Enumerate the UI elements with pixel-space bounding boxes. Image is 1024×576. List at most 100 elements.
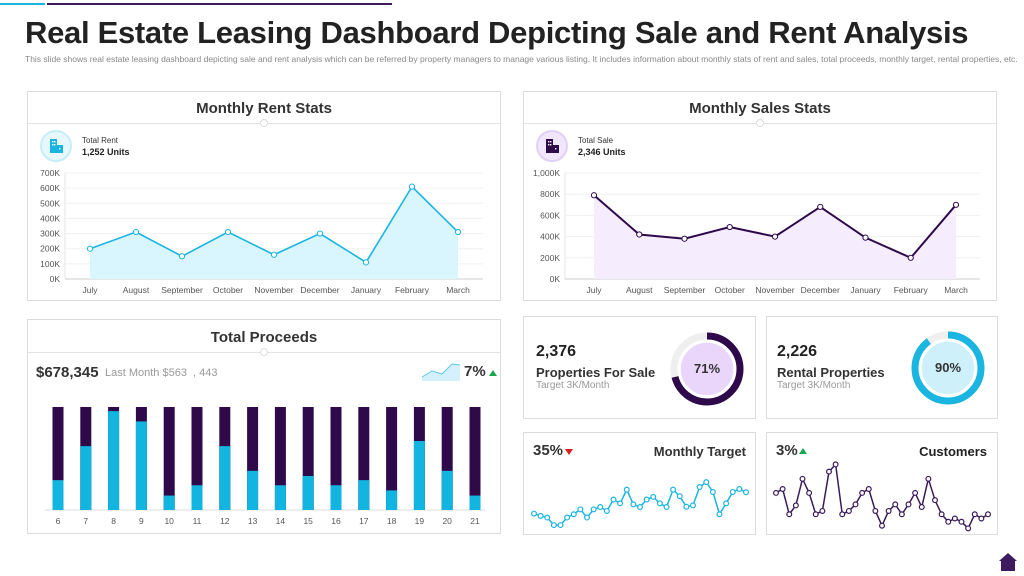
data-point bbox=[590, 192, 598, 199]
x-tick-label: September bbox=[161, 285, 203, 295]
data-point bbox=[918, 504, 925, 511]
x-tick-label: March bbox=[944, 285, 968, 295]
bar-segment-dark bbox=[274, 407, 286, 510]
bar-segment-cyan bbox=[302, 476, 314, 510]
rental-donut bbox=[911, 331, 985, 405]
x-tick-label: January bbox=[850, 285, 881, 295]
data-point bbox=[544, 514, 551, 521]
data-point bbox=[792, 502, 799, 509]
x-tick-label: 13 bbox=[248, 516, 258, 526]
data-point bbox=[865, 485, 872, 492]
data-point bbox=[663, 504, 670, 511]
rent-title: Monthly Rent Stats bbox=[196, 100, 332, 117]
x-tick-label: November bbox=[755, 285, 794, 295]
home-icon[interactable] bbox=[998, 552, 1018, 572]
data-point bbox=[683, 503, 690, 510]
for-sale-percent: 71% bbox=[693, 361, 721, 376]
x-tick-label: August bbox=[626, 285, 653, 295]
x-tick-label: 11 bbox=[193, 516, 202, 526]
total-sale-value: 2,346 Units bbox=[578, 147, 626, 157]
data-point bbox=[743, 489, 750, 496]
data-point bbox=[681, 235, 688, 242]
data-point bbox=[597, 504, 604, 511]
proceeds-amount: $678,345 bbox=[36, 364, 99, 381]
rental-properties-card: 2,226 Rental Properties Target 3K/Month … bbox=[766, 316, 998, 419]
data-point bbox=[362, 259, 370, 266]
data-point bbox=[316, 230, 324, 237]
data-point bbox=[771, 233, 779, 240]
x-tick-label: 14 bbox=[276, 516, 286, 526]
data-point bbox=[978, 515, 985, 522]
data-point bbox=[577, 506, 584, 513]
data-point bbox=[832, 461, 839, 468]
data-point bbox=[799, 475, 806, 482]
data-point bbox=[985, 511, 992, 518]
data-point bbox=[825, 468, 832, 475]
data-point bbox=[806, 489, 813, 496]
data-point bbox=[817, 203, 824, 211]
data-point bbox=[872, 507, 879, 514]
data-point bbox=[951, 515, 958, 522]
trend-up-icon bbox=[799, 448, 807, 454]
y-tick-label: 600K bbox=[40, 183, 60, 193]
building-icon bbox=[536, 130, 568, 162]
x-tick-label: 9 bbox=[139, 516, 144, 526]
x-tick-label: October bbox=[213, 285, 243, 295]
data-point bbox=[905, 501, 912, 508]
x-tick-label: 10 bbox=[164, 516, 174, 526]
y-tick-label: 200K bbox=[540, 253, 560, 263]
x-tick-label: 7 bbox=[83, 516, 88, 526]
data-point bbox=[224, 228, 232, 236]
data-point bbox=[938, 511, 945, 518]
total-rent-label: Total Rent bbox=[82, 136, 119, 145]
data-point bbox=[670, 486, 677, 493]
donut-progress bbox=[670, 332, 744, 406]
data-point bbox=[878, 522, 885, 529]
donut-progress bbox=[911, 331, 985, 405]
data-point bbox=[530, 510, 538, 517]
bar-segment-cyan bbox=[386, 490, 398, 510]
bar-segment-cyan bbox=[52, 480, 64, 510]
page-title: Real Estate Leasing Dashboard Depicting … bbox=[25, 15, 969, 50]
data-point bbox=[925, 475, 932, 482]
customers-label: Customers bbox=[919, 444, 987, 459]
y-tick-label: 100K bbox=[40, 259, 60, 269]
accent-bar-cyan bbox=[0, 3, 45, 5]
y-tick-label: 600K bbox=[540, 210, 560, 220]
x-tick-label: February bbox=[894, 285, 929, 295]
y-tick-label: 200K bbox=[40, 244, 60, 254]
bar-segment-cyan bbox=[219, 446, 231, 510]
data-point bbox=[716, 511, 723, 518]
rental-percent: 90% bbox=[934, 360, 962, 375]
bar-segment-cyan bbox=[413, 440, 425, 510]
data-point bbox=[859, 489, 866, 496]
data-point bbox=[132, 228, 140, 236]
bar-segment-cyan bbox=[80, 446, 92, 510]
data-point bbox=[952, 201, 960, 208]
data-point bbox=[965, 525, 972, 532]
x-tick-label: 20 bbox=[442, 516, 452, 526]
data-point bbox=[270, 251, 278, 258]
data-point bbox=[636, 231, 643, 238]
y-tick-label: 500K bbox=[40, 198, 60, 208]
proceeds-bar-chart: 6 7 8 9 10 11 12 13 14 15 16 17 18 19 20 21 bbox=[45, 407, 485, 526]
data-point bbox=[610, 496, 617, 503]
y-tick-label: 0K bbox=[550, 274, 561, 284]
data-point bbox=[898, 511, 905, 518]
total-rent-value: 1,252 Units bbox=[82, 147, 130, 157]
data-point bbox=[617, 500, 624, 507]
data-point bbox=[178, 253, 186, 260]
data-point bbox=[590, 506, 597, 513]
x-tick-label: December bbox=[300, 285, 339, 295]
monthly-target-card: 35% Monthly Target bbox=[523, 432, 756, 535]
data-point bbox=[550, 522, 557, 529]
bar-segment-cyan bbox=[108, 411, 120, 510]
data-point bbox=[852, 501, 859, 508]
for-sale-donut bbox=[670, 332, 744, 406]
y-tick-label: 300K bbox=[40, 229, 60, 239]
data-point bbox=[945, 518, 952, 525]
data-point bbox=[557, 522, 564, 529]
customers-sparkline bbox=[772, 461, 992, 532]
y-tick-label: 800K bbox=[540, 189, 560, 199]
data-point bbox=[812, 511, 819, 518]
